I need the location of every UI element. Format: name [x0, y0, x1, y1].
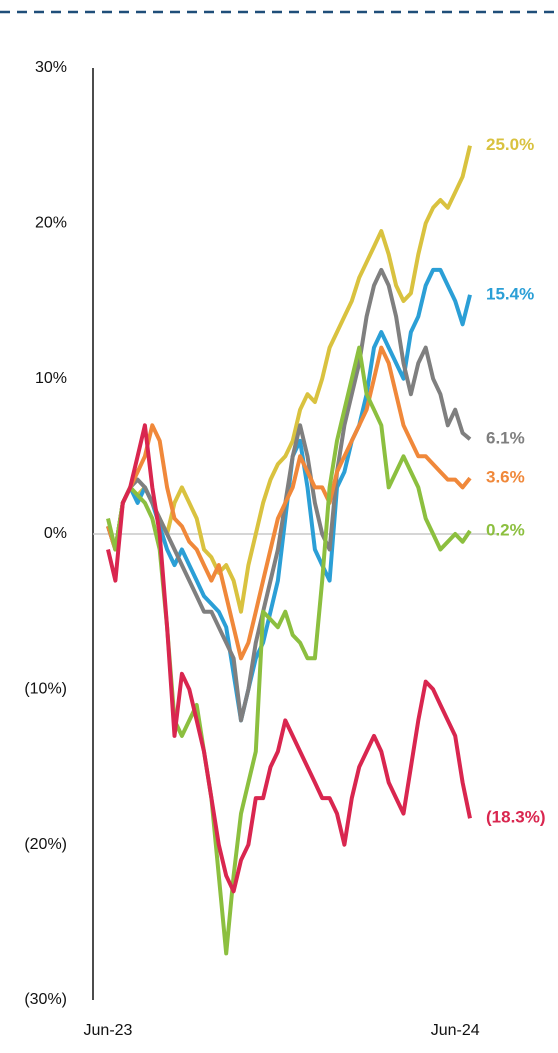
y-tick-label: 30%	[35, 59, 67, 76]
x-tick-label: Jun-24	[431, 1022, 480, 1039]
series-line	[106, 423, 472, 894]
end-label: 3.6%	[486, 468, 525, 487]
end-label: 6.1%	[486, 429, 525, 448]
end-label: (18.3%)	[486, 808, 546, 827]
end-label: 0.2%	[486, 520, 525, 539]
end-label: 25.0%	[486, 135, 534, 154]
series-line	[106, 145, 472, 614]
y-tick-label: 0%	[44, 525, 67, 542]
y-tick-label: 20%	[35, 215, 67, 232]
y-tick-label: (20%)	[24, 836, 67, 853]
series-line	[106, 267, 472, 723]
end-label: 15.4%	[486, 284, 534, 303]
y-tick-label: (30%)	[24, 991, 67, 1008]
series-line	[106, 345, 472, 661]
series-line	[106, 345, 472, 956]
y-tick-label: 10%	[35, 370, 67, 387]
y-tick-label: (10%)	[24, 681, 67, 698]
x-tick-label: Jun-23	[84, 1022, 133, 1039]
